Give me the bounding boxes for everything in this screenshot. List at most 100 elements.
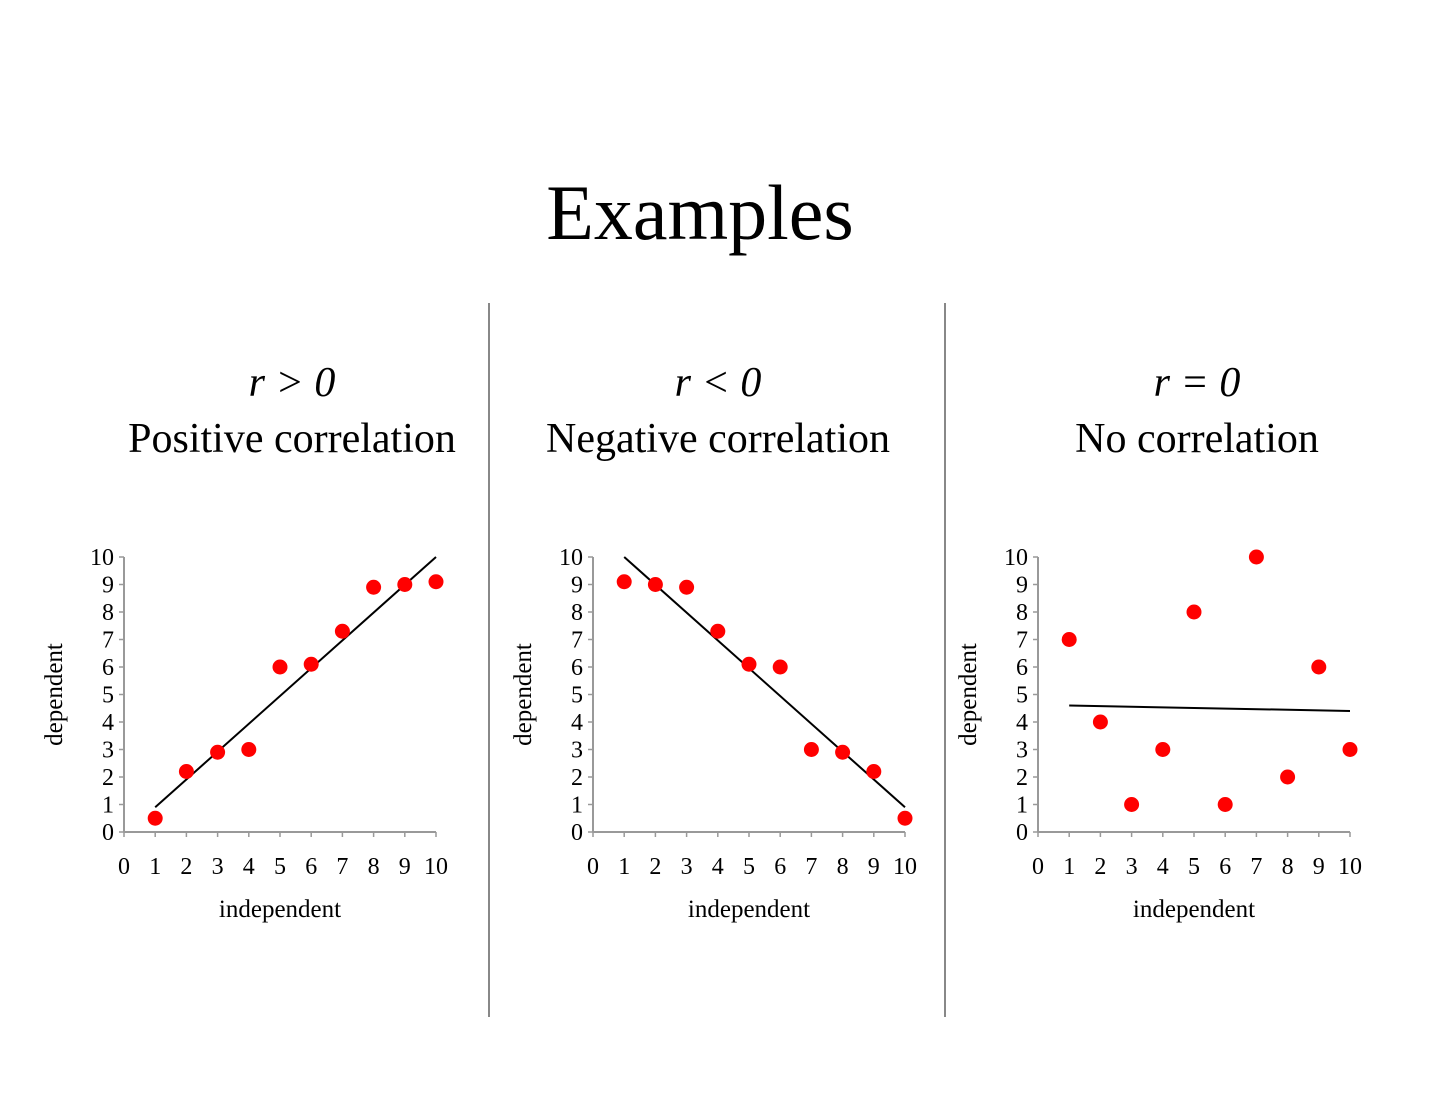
- panel-heading: r = 0 No correlation: [987, 355, 1407, 467]
- x-tick-label: 2: [180, 854, 192, 880]
- panel-heading: r < 0 Negative correlation: [508, 355, 928, 467]
- x-tick-label: 8: [837, 854, 849, 880]
- y-tick-label: 2: [571, 765, 583, 791]
- data-point: [616, 574, 632, 590]
- panel-heading: r > 0 Positive correlation: [82, 355, 502, 467]
- x-axis-label: independent: [1133, 896, 1255, 923]
- data-point: [303, 656, 319, 672]
- data-point: [1248, 549, 1264, 565]
- data-point: [366, 579, 382, 595]
- data-point: [741, 656, 757, 672]
- x-tick-label: 6: [305, 854, 317, 880]
- y-tick-label: 8: [102, 600, 114, 626]
- x-tick-label: 4: [243, 854, 255, 880]
- x-tick-label: 10: [1338, 854, 1362, 880]
- x-tick-label: 0: [118, 854, 130, 880]
- y-tick-label: 1: [571, 793, 583, 819]
- relation-label: r < 0: [674, 360, 762, 406]
- x-tick-label: 3: [1126, 854, 1138, 880]
- y-tick-label: 5: [571, 683, 583, 709]
- y-tick-label: 1: [1016, 793, 1028, 819]
- data-point: [428, 574, 444, 590]
- x-tick-label: 9: [868, 854, 880, 880]
- data-point: [241, 742, 257, 757]
- x-tick-label: 7: [805, 854, 817, 880]
- y-axis-label: dependent: [955, 643, 982, 746]
- y-tick-label: 9: [571, 573, 583, 599]
- y-tick-label: 5: [102, 683, 114, 709]
- divider: [944, 303, 946, 1017]
- x-tick-label: 7: [1250, 854, 1262, 880]
- x-tick-label: 8: [368, 854, 380, 880]
- divider: [488, 303, 490, 1017]
- data-point: [897, 810, 913, 826]
- y-tick-label: 3: [571, 738, 583, 764]
- data-point: [1217, 797, 1233, 812]
- trendline: [623, 556, 906, 808]
- x-tick-label: 2: [649, 854, 661, 880]
- scatter-chart-2: 0 1 2 3 4 5 6 7 8 9 10012345678910independentdepen…: [510, 545, 917, 923]
- data-point: [866, 764, 882, 779]
- x-tick-label: 5: [743, 854, 755, 880]
- y-tick-label: 4: [571, 710, 583, 736]
- x-tick-label: 3: [212, 854, 224, 880]
- x-tick-label: 1: [618, 854, 630, 880]
- y-tick-label: 10: [1004, 545, 1028, 571]
- y-axis-label: dependent: [510, 643, 537, 746]
- data-point: [1280, 769, 1296, 785]
- data-point: [147, 810, 163, 826]
- x-tick-label: 9: [399, 854, 411, 880]
- data-point: [1155, 742, 1171, 757]
- chart-title: Positive correlation: [128, 416, 456, 462]
- y-tick-label: 8: [1016, 600, 1028, 626]
- x-tick-label: 0: [1032, 854, 1044, 880]
- y-tick-label: 6: [102, 655, 114, 681]
- y-axis-label: dependent: [41, 643, 68, 746]
- y-tick-label: 3: [1016, 738, 1028, 764]
- scatter-chart-3: 0 1 2 3 4 5 6 7 8 9 10012345678910independentdepen…: [955, 545, 1362, 923]
- x-tick-label: 0: [587, 854, 599, 880]
- y-tick-label: 5: [1016, 683, 1028, 709]
- data-point: [835, 744, 851, 760]
- y-tick-label: 2: [1016, 765, 1028, 791]
- data-point: [710, 623, 726, 639]
- x-tick-label: 10: [424, 854, 448, 880]
- data-point: [1186, 604, 1202, 620]
- y-tick-label: 4: [102, 710, 114, 736]
- y-tick-label: 2: [102, 765, 114, 791]
- x-tick-label: 4: [1157, 854, 1169, 880]
- data-point: [647, 577, 663, 592]
- x-tick-label: 8: [1282, 854, 1294, 880]
- data-point: [803, 742, 819, 757]
- y-tick-label: 0: [571, 820, 583, 846]
- data-point: [397, 577, 413, 592]
- data-point: [272, 659, 288, 675]
- x-tick-label: 2: [1094, 854, 1106, 880]
- x-tick-label: 10: [893, 854, 917, 880]
- data-point: [1092, 714, 1108, 730]
- page-title: Examples: [546, 169, 854, 256]
- data-point: [679, 579, 695, 595]
- y-tick-label: 10: [559, 545, 583, 571]
- trendline: [1069, 704, 1351, 712]
- y-tick-label: 6: [1016, 655, 1028, 681]
- chart-title: No correlation: [1075, 416, 1319, 462]
- x-tick-label: 6: [1219, 854, 1231, 880]
- y-tick-label: 4: [1016, 710, 1028, 736]
- data-point: [1124, 797, 1140, 812]
- trendline: [154, 556, 437, 808]
- y-tick-label: 8: [571, 600, 583, 626]
- x-tick-label: 4: [712, 854, 724, 880]
- x-tick-label: 5: [1188, 854, 1200, 880]
- data-point: [772, 659, 788, 675]
- x-tick-label: 1: [1063, 854, 1075, 880]
- x-tick-label: 1: [149, 854, 161, 880]
- y-tick-label: 7: [102, 628, 114, 654]
- y-tick-label: 3: [102, 738, 114, 764]
- y-tick-label: 10: [90, 545, 114, 571]
- data-point: [1311, 659, 1327, 675]
- y-tick-label: 7: [571, 628, 583, 654]
- relation-label: r = 0: [1153, 360, 1241, 406]
- scatter-chart-1: 0 1 2 3 4 5 6 7 8 9 10012345678910independentdepen…: [41, 545, 448, 923]
